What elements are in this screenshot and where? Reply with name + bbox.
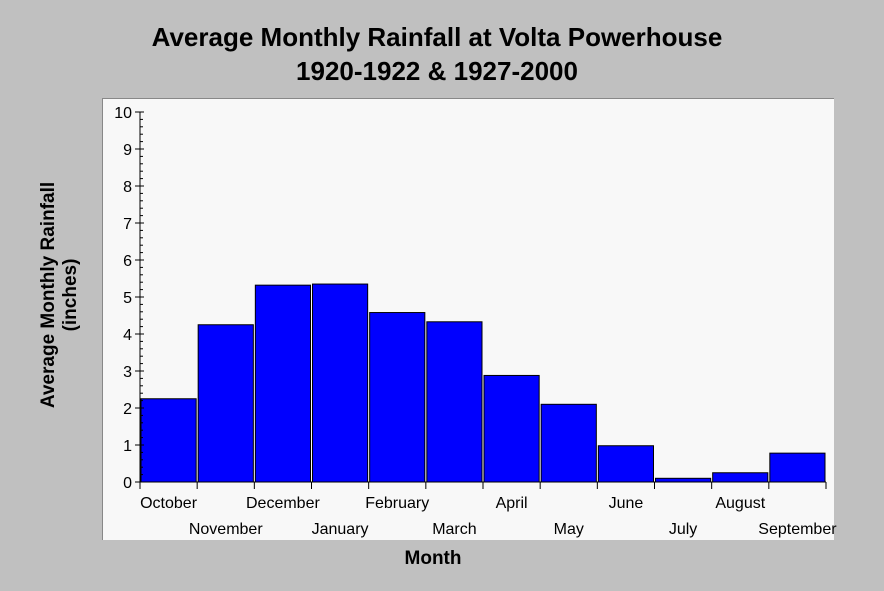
y-tick-label: 8 (123, 179, 132, 196)
x-tick-label: March (432, 521, 476, 538)
x-tick-label: June (609, 495, 644, 512)
y-tick-label: 10 (114, 105, 132, 122)
x-tick-label: November (189, 521, 263, 538)
bar (254, 284, 311, 483)
y-tick-label: 6 (123, 253, 132, 270)
y-tick-label: 7 (123, 216, 132, 233)
chart-title: Average Monthly Rainfall at Volta Powerh… (151, 22, 723, 52)
bar (540, 403, 597, 483)
y-tick-label: 4 (123, 327, 132, 344)
bar (712, 472, 769, 483)
x-tick-label: May (554, 521, 584, 538)
bar (140, 398, 197, 483)
x-tick-label: August (715, 495, 765, 512)
x-tick-label: January (312, 521, 369, 538)
x-tick-label: April (496, 495, 528, 512)
bar (769, 452, 826, 483)
bar (369, 312, 426, 483)
y-tick-label: 1 (123, 438, 132, 455)
y-tick-label: 9 (123, 142, 132, 159)
bar (426, 321, 483, 483)
x-tick-label: October (140, 495, 198, 512)
x-tick-label: July (669, 521, 697, 538)
x-tick-label: September (758, 521, 837, 538)
chart-subtitle: 1920-1922 & 1927-2000 (296, 56, 578, 86)
bar (655, 477, 712, 483)
x-tick-label: December (246, 495, 320, 512)
y-tick-label: 5 (123, 290, 132, 307)
bar (312, 283, 369, 483)
y-tick-label: 2 (123, 401, 132, 418)
x-tick-label: February (365, 495, 429, 512)
x-axis-label: Month (404, 548, 462, 569)
y-tick-label: 3 (123, 364, 132, 381)
y-tick-label: 0 (123, 475, 132, 492)
bar (483, 374, 540, 483)
bar (597, 445, 654, 483)
bar (197, 324, 254, 483)
